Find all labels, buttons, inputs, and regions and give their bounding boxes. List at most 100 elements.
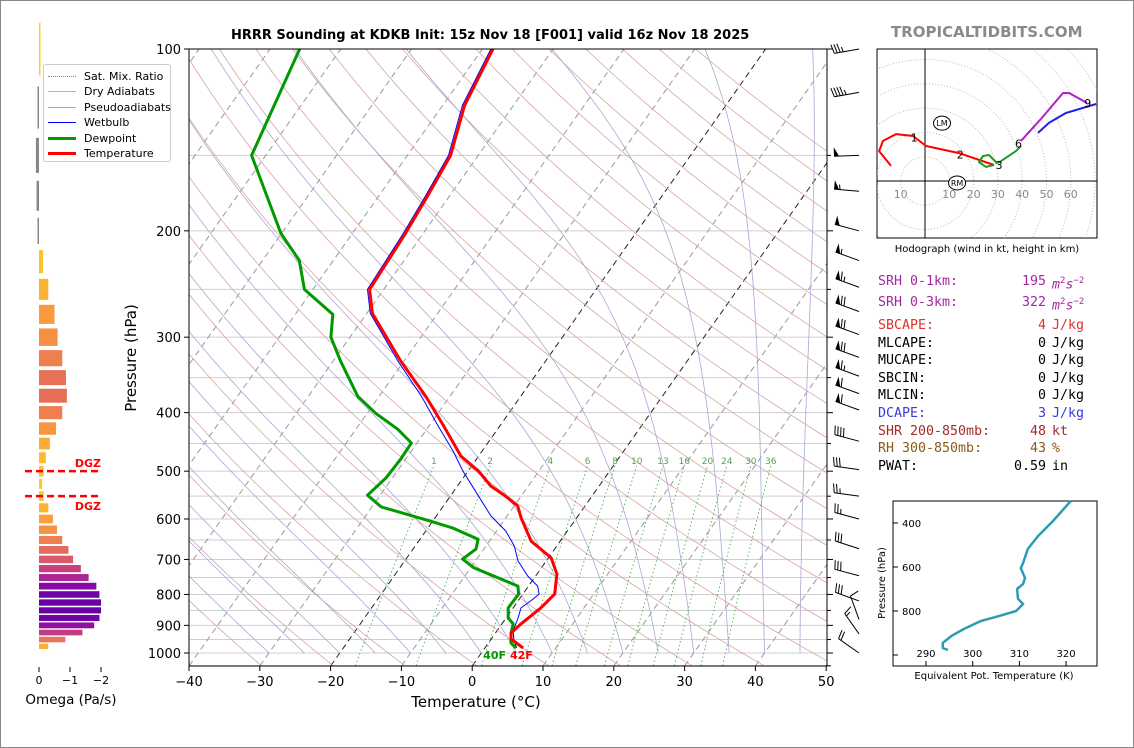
mixing-ratio-line: [722, 465, 772, 666]
legend-label: Sat. Mix. Ratio: [84, 69, 164, 83]
stat-unit: J/kg: [1052, 353, 1085, 369]
surface-temperature-label: 42F: [510, 649, 533, 662]
legend-label: Dry Adiabats: [84, 85, 155, 98]
stat-unit: in: [1052, 458, 1069, 474]
stat-unit: kt: [1052, 423, 1069, 439]
height-label: 6: [1015, 137, 1022, 150]
omega-bar: [39, 629, 83, 636]
stat-row: SRH 0-1km: 195 m2s−2: [878, 273, 1084, 294]
height-label: 2: [957, 148, 964, 161]
dry-adiabat: [189, 58, 827, 622]
wind-barb: [835, 294, 860, 312]
hodograph-trace: [878, 133, 995, 167]
pseudoadiabat: [189, 203, 553, 654]
hodograph-trace: [1020, 92, 1088, 142]
mixing-ratio-label: 30: [745, 457, 757, 467]
y-tick-label: 700: [156, 553, 181, 568]
legend-swatch: [48, 75, 76, 77]
stat-label: SBCIN:: [878, 370, 927, 386]
y-tick-label: 800: [156, 588, 181, 603]
dry-adiabat: [189, 353, 549, 666]
dry-adiabat: [438, 49, 827, 371]
stat-unit: %: [1052, 441, 1061, 457]
wind-barb: [835, 340, 860, 358]
dry-adiabat: [189, 175, 765, 666]
height-label: 1: [911, 131, 918, 144]
pseudoadiabat: [551, 49, 730, 654]
surface-dewpoint-label: 40F: [483, 649, 506, 662]
wind-barb: [833, 483, 860, 497]
stat-unit: J/kg: [1052, 318, 1085, 334]
stat-unit: J/kg: [1052, 335, 1085, 351]
stat-value: 0: [1037, 353, 1046, 369]
x-tick-label: −10: [388, 675, 415, 690]
stat-unit: J/kg: [1052, 370, 1085, 386]
wind-barb: [834, 180, 860, 192]
omega-bar: [39, 388, 67, 403]
ring-label: 10: [942, 188, 956, 201]
theta-e-frame: [892, 500, 1098, 667]
stat-row: SBCIN: 0 J/kg: [878, 370, 1084, 388]
stat-unit: J/kg: [1052, 388, 1085, 404]
ring-label: 50: [1040, 188, 1054, 201]
theta-e-plot: 290 300 310 320 400 600 800 Equivalent Pot. Tem…: [877, 500, 1098, 682]
stat-value: 322: [1021, 295, 1046, 311]
stat-row: DCAPE: 3 J/kg: [878, 405, 1084, 423]
omega-bar: [39, 452, 46, 464]
stat-label: SRH 0-1km:: [878, 274, 959, 289]
isotherm: [401, 61, 827, 666]
dry-adiabat: [189, 117, 827, 662]
legend-swatch: [48, 152, 76, 155]
omega-bar: [39, 514, 53, 524]
stat-value: 48: [1029, 423, 1046, 439]
dgz-label: DGZ: [75, 500, 101, 513]
mixing-ratio-label: 36: [765, 457, 777, 467]
dry-adiabat: [402, 49, 827, 405]
omega-bar: [39, 535, 63, 545]
omega-bar: [39, 591, 100, 598]
ring-label: 40: [1015, 188, 1029, 201]
x-tick-label: −40: [175, 675, 202, 690]
pseudoadiabat: [210, 49, 624, 654]
wind-barb: [835, 359, 860, 377]
omega-tick-label: −1: [62, 674, 78, 687]
omega-bar: [39, 422, 57, 435]
stat-label: MUCAPE:: [878, 353, 935, 369]
legend: Sat. Mix. Ratio Dry Adiabats Pseudoadiabat…: [43, 64, 171, 162]
wind-barb: [835, 270, 860, 288]
x-tick-label: 20: [606, 675, 623, 690]
temperature-line: [368, 49, 559, 650]
wind-barb: [835, 583, 860, 602]
stat-row: MLCAPE: 0 J/kg: [878, 335, 1084, 353]
omega-bar: [36, 180, 39, 211]
mixing-ratio-label: 13: [657, 457, 668, 467]
storm-motion-label: RM: [951, 179, 964, 188]
storm-motion-label: LM: [936, 119, 947, 128]
pseudoadiabat: [189, 540, 305, 654]
wind-barb: [830, 43, 860, 54]
stat-value: 0: [1037, 370, 1046, 386]
omega-bar: [39, 478, 43, 489]
mixing-ratio-label: 1: [431, 457, 437, 467]
isotherm: [613, 362, 827, 666]
theta-e-y-tick-label: 800: [902, 607, 921, 618]
wind-barb: [835, 243, 860, 262]
stat-value: 43: [1029, 441, 1046, 457]
wind-barb: [833, 147, 860, 157]
stat-value: 0.59: [1013, 458, 1046, 474]
legend-item: Temperature: [48, 146, 154, 162]
mixing-ratio-line: [673, 465, 728, 666]
stat-label: PWAT:: [878, 458, 919, 474]
dry-adiabat: [365, 49, 827, 439]
legend-label: Pseudoadiabats: [84, 100, 171, 114]
wind-barb: [835, 376, 860, 395]
legend-label: Temperature: [84, 147, 154, 160]
omega-bar: [37, 86, 39, 129]
pseudoadiabat: [189, 119, 588, 654]
pseudoadiabat: [189, 575, 270, 654]
wind-barb: [833, 456, 860, 471]
legend-swatch: [48, 136, 76, 140]
theta-e-y-tick-label: 600: [902, 563, 921, 574]
dry-adiabat: [475, 49, 827, 338]
